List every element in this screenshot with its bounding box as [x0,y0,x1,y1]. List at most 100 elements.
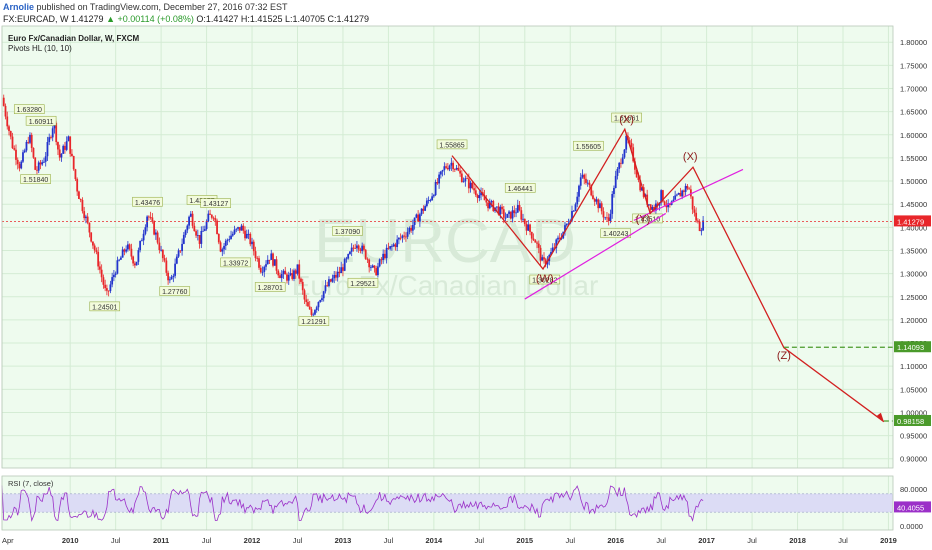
symbol-info: FX:EURCAD, W 1.41279 ▲ +0.00114 (+0.08%)… [3,14,369,24]
candle-body [106,288,108,291]
candle-body [230,235,232,240]
candle-body [471,182,474,189]
candle-body [604,217,607,219]
candle-body [146,216,149,228]
candle-body [303,290,306,300]
candle-body [231,233,234,236]
candle-body [424,206,427,211]
candle-body [207,213,210,222]
candle-body [478,195,481,199]
candle-body [590,184,593,196]
candle-body [23,150,26,153]
candle-body [609,213,612,222]
candle-body [151,217,154,222]
pivot-label-box [200,198,231,208]
candle-body [700,230,703,232]
candle-body [396,239,399,248]
trend-line-lower [524,212,667,300]
candle-body [635,169,638,178]
candle-body [518,205,521,211]
candle-body [133,263,136,266]
candle-body [158,242,161,251]
candle-body [46,142,49,157]
symbol-line: FX:EURCAD, W 1.41279 [3,14,104,24]
candle-body [457,167,460,171]
candle-body [672,199,675,202]
candle-body [539,247,542,261]
pivot-label: 1.63280 [17,107,42,114]
candle-body [114,273,117,275]
candle-body [466,178,468,180]
candle-body [375,268,378,276]
target-label: 0.98158 [897,417,924,426]
candle-body [646,194,649,205]
candle-body [210,214,213,218]
candle-body [99,266,101,270]
candle-body [600,203,603,212]
pivot-label-box [132,196,163,207]
candle-body [501,206,503,210]
candle-body [574,204,577,211]
candle-body [161,249,164,259]
pivot-label-box [332,226,363,236]
pivot-label: 1.51840 [23,177,48,184]
author-link[interactable]: Arnolie [3,2,35,12]
candle-body [247,233,250,235]
candle-body [22,152,24,162]
price-pane-bg [2,26,893,468]
candle-body [446,167,449,170]
candle-body [224,240,227,246]
publish-info: Arnolie published on TradingView.com, De… [3,2,288,12]
candle-body [390,246,393,247]
last-price-label: 1.41279 [897,217,924,226]
candle-body [557,237,559,240]
candle-body [380,259,383,261]
candle-body [361,245,364,251]
candle-body [144,227,147,234]
candle-body [32,147,35,158]
y-tick-label: 1.10000 [900,362,927,371]
pivot-label-box [573,140,604,151]
candle-body [86,216,89,223]
candle-body [418,214,421,222]
candle-body [191,213,194,226]
candle-body [244,230,246,239]
candle-body [439,171,442,175]
candle-body [48,137,51,143]
y-tick-label: 1.75000 [900,61,927,70]
candle-body [431,196,434,201]
wave-label: (Y) [636,214,651,226]
candle-body [641,187,643,191]
x-tick-label: 2015 [516,536,533,545]
pivot-label-box [159,286,191,296]
candle-body [189,213,192,217]
candle-body [2,97,5,106]
candle-body [74,169,77,180]
legend-indicator[interactable]: Pivots HL (10, 10) [8,44,72,53]
y-tick-label: 1.05000 [900,385,927,394]
candle-body [286,274,288,281]
rsi-pane-frame [1,475,894,531]
candle-body [686,185,689,189]
candle-body [438,174,441,184]
candle-body [27,141,30,143]
candle-body [682,190,685,192]
candle-body [177,250,180,257]
candle-body [628,140,631,143]
candle-body [203,229,206,231]
candle-body [93,245,96,251]
candle-body [665,205,668,208]
candle-body [149,217,152,218]
candle-body [588,182,591,185]
x-tick-label: 2013 [335,536,352,545]
candle-body [60,153,63,158]
candle-body [696,220,699,222]
candle-body [377,266,379,276]
pivot-label: 1.60911 [29,119,54,126]
candle-body [558,237,561,239]
legend-title[interactable]: Euro Fx/Canadian Dollar, W, FXCM [8,34,140,43]
candle-body [72,155,75,170]
candle-body [576,196,579,205]
candle-body [182,234,185,244]
candle-body [343,259,346,271]
